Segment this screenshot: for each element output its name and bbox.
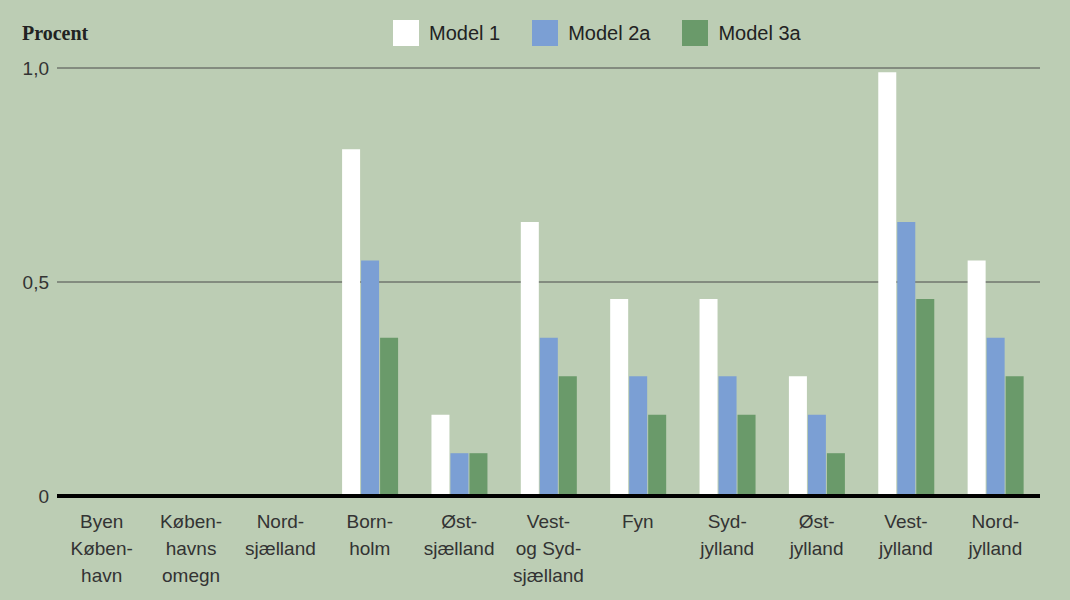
html-text:Model 2a: Model 2a — [568, 21, 651, 44]
svg-text:ByenKøben-havn: ByenKøben-havn — [71, 511, 133, 586]
svg-text:1,0: 1,0 — [23, 58, 49, 79]
svg-text:Fyn: Fyn — [622, 511, 654, 532]
svg-text:Nord-jylland: Nord-jylland — [967, 511, 1022, 559]
svg-text:0,5: 0,5 — [23, 272, 49, 293]
html-text:Procent: Procent — [22, 22, 89, 44]
html-text:Model 3a: Model 3a — [718, 21, 801, 44]
svg-text:Øst-sjælland: Øst-sjælland — [424, 511, 495, 559]
svg-text:Born-holm: Born-holm — [347, 511, 393, 559]
svg-text:Vest-og Syd-sjælland: Vest-og Syd-sjælland — [513, 511, 584, 586]
svg-text:Køben-havnsomegn: Køben-havnsomegn — [160, 511, 222, 586]
svg-text:0: 0 — [38, 486, 49, 507]
svg-text:Vest-jylland: Vest-jylland — [878, 511, 933, 559]
svg-text:Nord-sjælland: Nord-sjælland — [245, 511, 316, 559]
svg-text:Øst-jylland: Øst-jylland — [789, 511, 844, 559]
svg-text:Syd-jylland: Syd-jylland — [699, 511, 754, 559]
html-text:Model 1: Model 1 — [429, 21, 501, 44]
